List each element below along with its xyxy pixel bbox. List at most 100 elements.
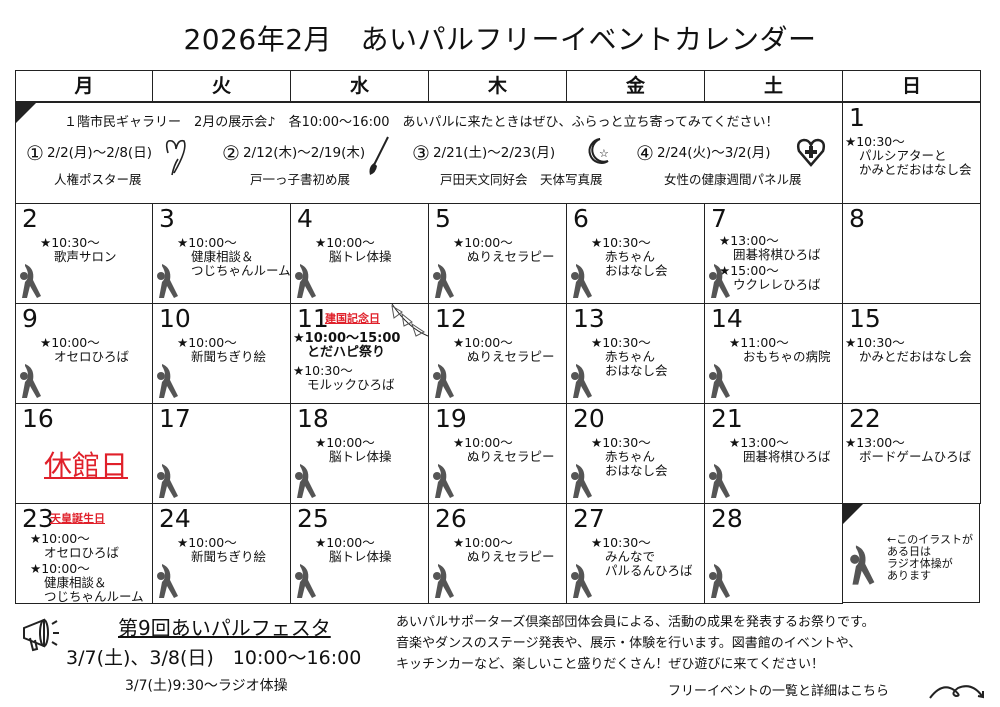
event-title: 脳トレ体操 bbox=[329, 549, 392, 564]
day-cell-27: 27 ★10:30～ みんなで パルるんひろば bbox=[566, 503, 705, 604]
event: ★10:30～ モルックひろば bbox=[293, 364, 395, 392]
radio-exercise-icon bbox=[20, 364, 41, 398]
event: ★10:30～ みんなで パルるんひろば bbox=[591, 536, 693, 578]
day-number: 16 bbox=[22, 404, 54, 433]
exhibit-headline: １階市民ギャラリー 2月の展示会♪ 各10:00～16:00 あいパルに来たとき… bbox=[64, 115, 779, 130]
exhibit-dates: 2/12(木)～2/19(木) bbox=[242, 145, 366, 161]
event-title: つじちゃんルーム bbox=[44, 589, 144, 604]
weekday-header: 日 bbox=[842, 70, 981, 102]
event: ★10:30～ かみとだおはなし会 bbox=[845, 336, 972, 364]
day-cell-3: 3 ★10:00～ 健康相談＆ つじちゃんルーム bbox=[152, 203, 291, 304]
legend-cell: ←このイラストが ある日は ラジオ体操が あります bbox=[842, 503, 980, 603]
exhibit-name: 戸一っ子書初め展 bbox=[250, 172, 351, 187]
page-title: 2026年2月 あいパルフリーイベントカレンダー bbox=[183, 23, 817, 56]
day-number: 25 bbox=[297, 504, 329, 533]
event-title: ウクレレひろば bbox=[733, 277, 821, 292]
corner-mark bbox=[16, 103, 36, 123]
event: ★13:00～ ボードゲームひろば bbox=[845, 436, 971, 464]
event-time: ★10:00～ bbox=[453, 535, 513, 550]
event-time: ★15:00～ bbox=[719, 263, 779, 278]
exhibit-dates: 2/2(月)～2/8(日) bbox=[46, 145, 152, 161]
exhibit-name: 戸田天文同好会 天体写真展 bbox=[440, 172, 603, 187]
exhibit-banner: １階市民ギャラリー 2月の展示会♪ 各10:00～16:00 あいパルに来たとき… bbox=[15, 102, 843, 204]
day-cell-7: 7 ★13:00～ 囲碁将棋ひろば ★15:00～ ウクレレひろば bbox=[704, 203, 843, 304]
event-title: 新聞ちぎり絵 bbox=[191, 549, 267, 564]
corner-mark bbox=[843, 504, 863, 524]
day-number: 11 bbox=[297, 304, 329, 333]
event-time: ★10:30～ bbox=[591, 235, 651, 250]
radio-exercise-icon bbox=[295, 564, 316, 598]
day-number: 5 bbox=[435, 204, 451, 233]
radio-exercise-icon bbox=[709, 564, 730, 598]
day-cell-4: 4 ★10:00～ 脳トレ体操 bbox=[290, 203, 429, 304]
event: ★10:30～ 赤ちゃん おはなし会 bbox=[591, 236, 668, 278]
brush-icon bbox=[369, 136, 389, 175]
day-number: 26 bbox=[435, 504, 467, 533]
event-title: モルックひろば bbox=[307, 377, 395, 392]
day-number: 27 bbox=[573, 504, 605, 533]
exhibit-number: ④ bbox=[636, 141, 654, 165]
weekday-header: 月 bbox=[15, 70, 153, 102]
exhibit-name: 人権ポスター展 bbox=[54, 172, 142, 187]
radio-exercise-icon bbox=[571, 264, 592, 298]
day-cell-23: 23 天皇誕生日 ★10:00～ オセロひろば ★10:00～ 健康相談＆ つじちゃんルーム bbox=[15, 503, 153, 604]
event-time: ★10:30～ bbox=[591, 435, 651, 450]
event-time: ★10:00～ bbox=[453, 235, 513, 250]
radio-exercise-icon bbox=[20, 264, 41, 298]
radio-exercise-icon bbox=[433, 564, 454, 598]
event-time: ★10:00～ bbox=[177, 535, 237, 550]
event-title: 健康相談＆ bbox=[191, 249, 254, 264]
legend-text: ラジオ体操が bbox=[887, 557, 953, 570]
event-title: パルるんひろば bbox=[605, 563, 693, 578]
day-number: 19 bbox=[435, 404, 467, 433]
exhibit-number: ② bbox=[222, 141, 240, 165]
event-title: かみとだおはなし会 bbox=[859, 349, 972, 364]
event: ★10:00～ 健康相談＆ つじちゃんルーム bbox=[30, 562, 144, 604]
day-number: 9 bbox=[22, 304, 38, 333]
event-time: ★10:30～ bbox=[845, 335, 905, 350]
day-cell-14: 14 ★11:00～ おもちゃの病院 bbox=[704, 303, 843, 404]
festa-title: 第9回あいパルフェスタ bbox=[118, 616, 331, 640]
day-cell-2: 2 ★10:30～ 歌声サロン bbox=[15, 203, 153, 304]
event-time: ★10:00～ bbox=[315, 435, 375, 450]
legend-text: あります bbox=[887, 569, 931, 582]
day-number: 2 bbox=[22, 204, 38, 233]
event-title: 赤ちゃん bbox=[605, 249, 656, 264]
event-title: おはなし会 bbox=[605, 263, 668, 278]
event-time: ★10:00～ bbox=[453, 435, 513, 450]
day-number: 4 bbox=[297, 204, 313, 233]
exhibit-item: ① 2/2(月)～2/8(日) 人権ポスター展 bbox=[26, 141, 152, 188]
day-cell-1: 1 ★10:30～ パルシアターと かみとだおはなし会 bbox=[842, 102, 981, 204]
event: ★10:00～ ぬりえセラピー bbox=[453, 436, 555, 464]
event-time: ★13:00～ bbox=[719, 233, 779, 248]
radio-exercise-icon bbox=[571, 364, 592, 398]
event-title: つじちゃんルーム bbox=[191, 263, 291, 278]
day-number: 8 bbox=[849, 204, 865, 233]
exhibit-name: 女性の健康週間パネル展 bbox=[664, 172, 802, 187]
event-title: ぬりえセラピー bbox=[467, 449, 555, 464]
event: ★10:00～ 健康相談＆ つじちゃんルーム bbox=[177, 236, 291, 278]
radio-exercise-icon bbox=[571, 464, 592, 498]
event-time: ★10:30～ bbox=[591, 335, 651, 350]
day-number: 22 bbox=[849, 404, 881, 433]
heart-icon bbox=[165, 139, 186, 176]
day-cell-12: 12 ★10:00～ ぬりえセラピー bbox=[428, 303, 567, 404]
event-title: ぬりえセラピー bbox=[467, 349, 555, 364]
day-number: 15 bbox=[849, 304, 881, 333]
day-cell-25: 25 ★10:00～ 脳トレ体操 bbox=[290, 503, 429, 604]
day-number: 21 bbox=[711, 404, 743, 433]
day-cell-17: 17 bbox=[152, 403, 291, 504]
radio-exercise-icon bbox=[709, 264, 730, 298]
festa-radio: 3/7(土)9:30～ラジオ体操 bbox=[125, 678, 288, 694]
event-time: ★10:30～ bbox=[293, 363, 353, 378]
radio-exercise-icon bbox=[295, 264, 316, 298]
day-cell-19: 19 ★10:00～ ぬりえセラピー bbox=[428, 403, 567, 504]
day-number: 20 bbox=[573, 404, 605, 433]
event-title: 脳トレ体操 bbox=[329, 249, 392, 264]
weekday-header: 水 bbox=[290, 70, 429, 102]
exhibit-number: ① bbox=[26, 141, 44, 165]
day-number: 3 bbox=[159, 204, 175, 233]
radio-exercise-icon bbox=[709, 464, 730, 498]
weekday-header: 火 bbox=[152, 70, 291, 102]
more-events-link[interactable]: フリーイベントの一覧と詳細はこちら bbox=[668, 684, 890, 699]
